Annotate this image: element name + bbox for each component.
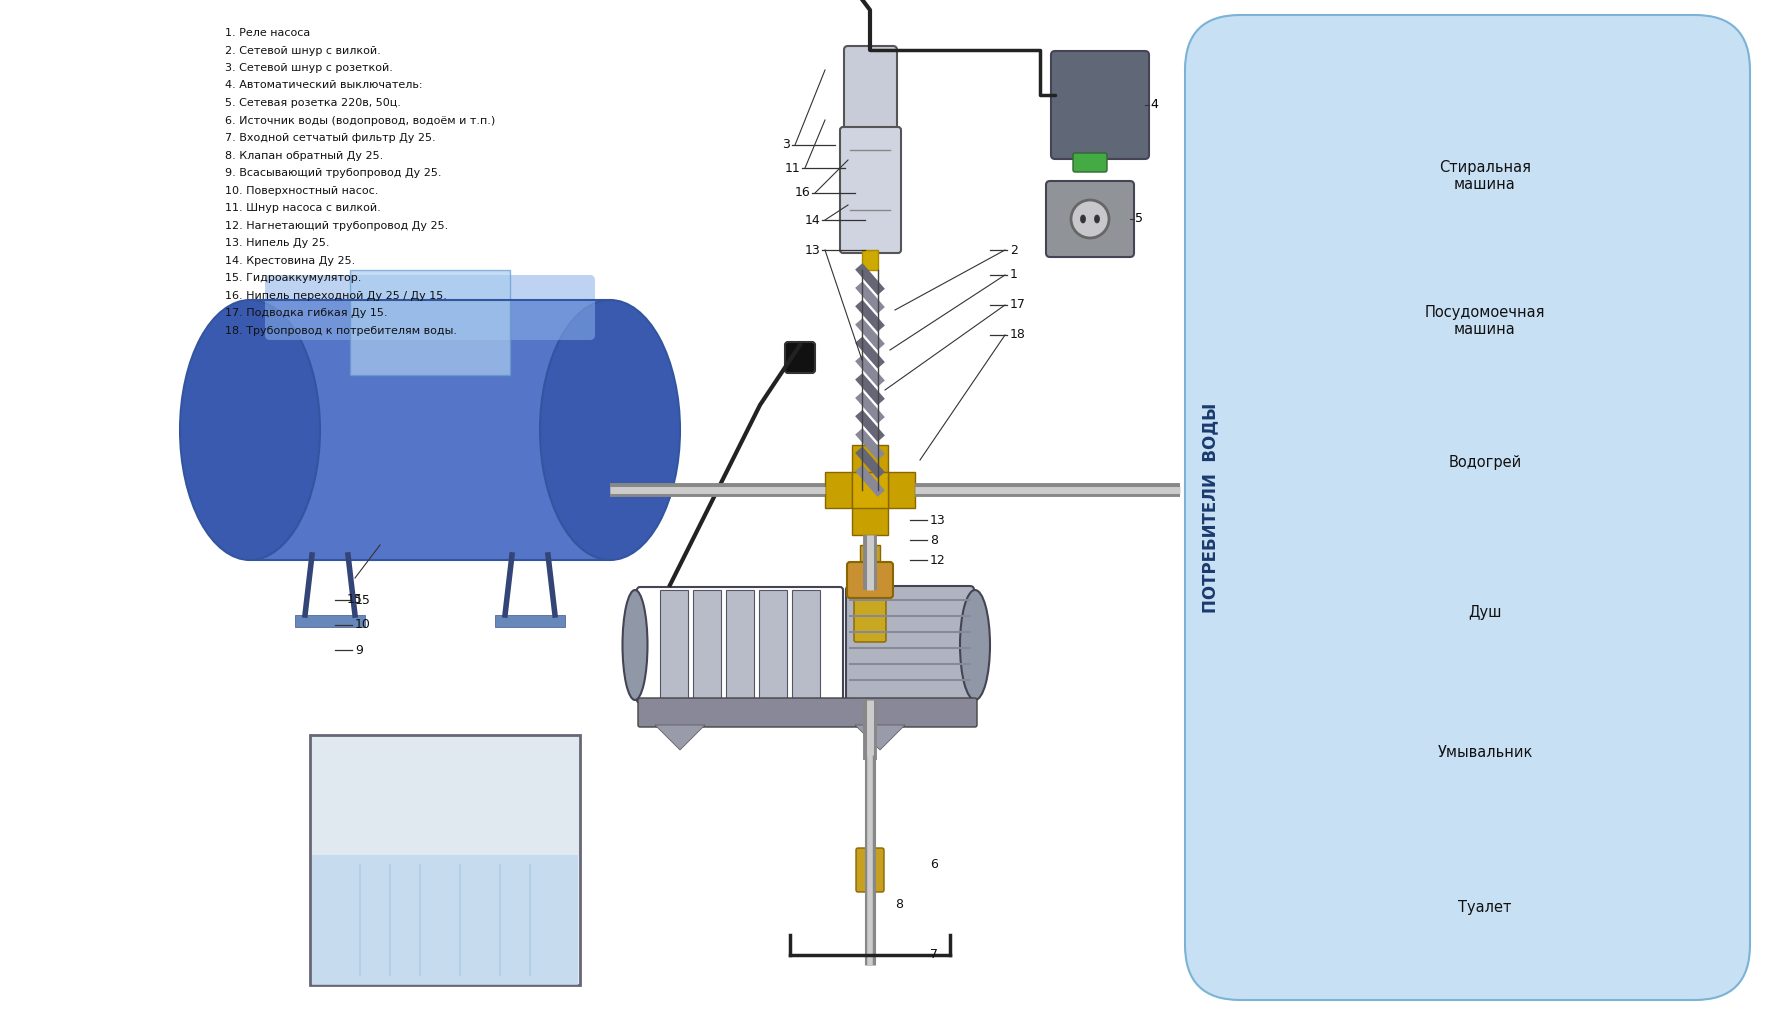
Text: Умывальник: Умывальник [1437,745,1533,760]
Text: Стиральная
машина: Стиральная машина [1439,160,1531,192]
FancyBboxPatch shape [294,615,365,627]
FancyBboxPatch shape [859,545,881,580]
FancyBboxPatch shape [785,342,815,373]
FancyBboxPatch shape [1051,51,1148,159]
FancyBboxPatch shape [494,615,565,627]
Polygon shape [856,725,905,750]
Text: 15: 15 [354,593,370,607]
Text: 16. Нипель переходной Ду 25 / Ду 15.: 16. Нипель переходной Ду 25 / Ду 15. [225,291,447,301]
FancyBboxPatch shape [1185,15,1751,1000]
Text: 13: 13 [804,243,820,257]
FancyBboxPatch shape [351,270,510,375]
Polygon shape [656,725,705,750]
FancyBboxPatch shape [847,562,893,598]
Text: 5: 5 [1136,213,1143,225]
Text: 11. Шнур насоса с вилкой.: 11. Шнур насоса с вилкой. [225,203,381,213]
FancyBboxPatch shape [693,590,721,700]
Text: ПОТРЕБИТЕЛИ  ВОДЫ: ПОТРЕБИТЕЛИ ВОДЫ [1201,402,1219,613]
Text: 6: 6 [930,858,937,872]
Text: 18. Трубопровод к потребителям воды.: 18. Трубопровод к потребителям воды. [225,325,457,336]
Text: 11: 11 [785,162,799,175]
Text: 17. Подводка гибкая Ду 15.: 17. Подводка гибкая Ду 15. [225,308,388,318]
Text: 4: 4 [1150,98,1157,112]
Text: Посудомоечная
машина: Посудомоечная машина [1425,305,1545,338]
Text: 16: 16 [794,186,810,199]
Text: 8. Клапан обратный Ду 25.: 8. Клапан обратный Ду 25. [225,150,383,161]
FancyBboxPatch shape [856,848,884,892]
Ellipse shape [1095,215,1099,223]
Text: 8: 8 [930,534,937,546]
Text: Водогрей: Водогрей [1448,455,1522,470]
Text: 18: 18 [1010,328,1026,342]
FancyBboxPatch shape [843,46,897,134]
Text: 12. Нагнетающий трубопровод Ду 25.: 12. Нагнетающий трубопровод Ду 25. [225,221,448,230]
Ellipse shape [960,590,991,700]
FancyBboxPatch shape [792,590,820,700]
FancyBboxPatch shape [727,590,755,700]
FancyBboxPatch shape [312,855,578,985]
Text: 9: 9 [354,643,363,657]
Text: 7. Входной сетчатый фильтр Ду 25.: 7. Входной сетчатый фильтр Ду 25. [225,133,436,143]
FancyBboxPatch shape [854,598,886,642]
Text: 15. Гидроаккумулятор.: 15. Гидроаккумулятор. [225,273,361,283]
Text: 12: 12 [930,553,946,567]
Text: 4. Автоматический выключатель:: 4. Автоматический выключатель: [225,81,422,90]
Text: 17: 17 [1010,299,1026,311]
FancyBboxPatch shape [310,735,579,985]
Text: 10: 10 [354,619,370,631]
FancyBboxPatch shape [638,698,976,727]
FancyBboxPatch shape [845,586,975,704]
FancyBboxPatch shape [659,590,688,700]
Ellipse shape [1070,201,1109,238]
FancyBboxPatch shape [1074,153,1108,172]
FancyBboxPatch shape [1045,181,1134,257]
Ellipse shape [622,590,647,700]
Text: Туалет: Туалет [1458,900,1512,915]
Text: 14. Крестовина Ду 25.: 14. Крестовина Ду 25. [225,256,354,266]
Text: 1: 1 [1010,268,1017,281]
FancyBboxPatch shape [861,250,877,270]
FancyBboxPatch shape [840,127,900,253]
Ellipse shape [181,300,321,560]
FancyBboxPatch shape [758,590,787,700]
Text: 6. Источник воды (водопровод, водоём и т.п.): 6. Источник воды (водопровод, водоём и т… [225,116,494,126]
FancyBboxPatch shape [266,275,595,340]
Text: Душ: Душ [1469,605,1501,620]
Ellipse shape [1081,215,1086,223]
FancyBboxPatch shape [852,472,888,508]
Text: 8: 8 [895,898,904,911]
FancyBboxPatch shape [826,472,914,508]
FancyBboxPatch shape [852,445,888,535]
Text: 2. Сетевой шнур с вилкой.: 2. Сетевой шнур с вилкой. [225,45,381,55]
Text: 15: 15 [347,593,363,606]
Ellipse shape [540,300,680,560]
Text: 13: 13 [930,514,946,527]
Text: 14: 14 [804,214,820,226]
Text: 3. Сетевой шнур с розеткой.: 3. Сетевой шнур с розеткой. [225,63,393,73]
Text: 13. Нипель Ду 25.: 13. Нипель Ду 25. [225,238,330,248]
FancyBboxPatch shape [250,300,610,560]
Text: 5. Сетевая розетка 220в, 50ц.: 5. Сетевая розетка 220в, 50ц. [225,98,400,108]
Text: 3: 3 [781,138,790,151]
Text: 10. Поверхностный насос.: 10. Поверхностный насос. [225,185,379,195]
Text: 2: 2 [1010,243,1017,257]
Text: 1. Реле насоса: 1. Реле насоса [225,28,310,38]
Text: 7: 7 [930,948,937,962]
Text: 9. Всасывающий трубопровод Ду 25.: 9. Всасывающий трубопровод Ду 25. [225,168,441,178]
